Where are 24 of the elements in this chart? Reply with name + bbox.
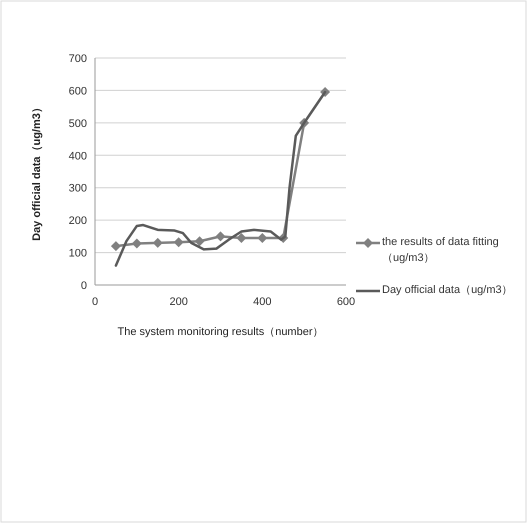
y-tick-label: 300 — [68, 182, 87, 195]
y-tick-label: 400 — [68, 150, 87, 162]
y-tick-label: 600 — [68, 85, 87, 98]
y-axis-title: Day official data（ug/m3） — [31, 102, 43, 241]
x-axis-title: The system monitoring results（number） — [117, 326, 324, 338]
y-tick-label: 500 — [68, 118, 87, 130]
point — [216, 231, 226, 242]
x-tick-label: 0 — [92, 296, 98, 308]
point — [152, 238, 163, 248]
legend-label: the results of data fitting（ug/m3） — [382, 235, 500, 266]
point — [236, 232, 246, 243]
legend-label: Day official data（ug/m3） — [382, 283, 514, 298]
y-tick-label: 700 — [68, 53, 87, 65]
point — [257, 232, 268, 243]
point — [110, 241, 121, 252]
y-tick-label: 0 — [80, 280, 87, 292]
x-tick-label: 400 — [253, 296, 272, 308]
point — [132, 238, 142, 248]
y-tick-label: 100 — [68, 248, 87, 260]
point — [174, 237, 184, 248]
x-tick-label: 200 — [169, 296, 188, 308]
point — [194, 236, 205, 246]
x-tick-label: 600 — [336, 296, 356, 308]
y-tick-label: 200 — [68, 215, 87, 228]
